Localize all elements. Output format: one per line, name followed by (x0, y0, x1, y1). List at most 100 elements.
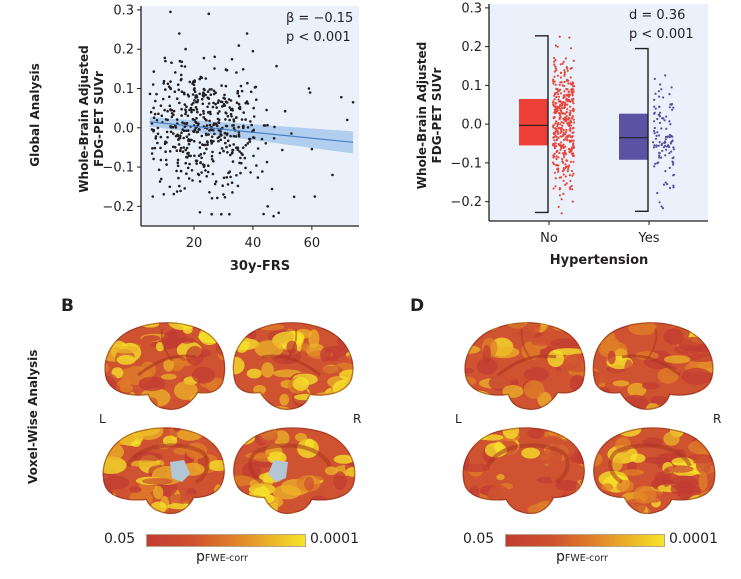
activation-patch (117, 379, 131, 388)
scatter-point (238, 161, 241, 165)
jitter-point (560, 130, 563, 133)
scatter-point (186, 129, 190, 132)
jitter-point (561, 145, 564, 148)
colorbar-title-main-b: p (196, 549, 205, 565)
jitter-point (653, 144, 656, 147)
scatter-point (237, 102, 241, 106)
activation-patch (681, 367, 712, 385)
scatter-point (161, 97, 165, 101)
jitter-point (553, 56, 556, 60)
colorbar-min-label-b: 0.05 (104, 531, 136, 547)
scatter-point (175, 169, 178, 173)
jitter-point (572, 160, 575, 163)
scatter-point (239, 156, 242, 160)
scatter-point (241, 68, 245, 71)
activation-patch (104, 325, 107, 342)
y-axis-title-line: FDG-PET SUVr (430, 67, 444, 163)
activation-patch (472, 322, 499, 327)
scatter-point (226, 114, 230, 118)
brain-shading (593, 427, 716, 515)
jitter-point (554, 177, 557, 180)
activation-patch (576, 451, 585, 464)
jitter-point (659, 83, 662, 86)
scatter-point (163, 108, 166, 112)
jitter-point (566, 135, 569, 139)
scatter-point (220, 84, 223, 87)
jitter-point (563, 71, 567, 74)
jitter-point (665, 127, 668, 130)
scatter-point (218, 151, 222, 155)
brain-lateral-right (592, 322, 714, 410)
scatter-point (207, 133, 210, 136)
jitter-point (570, 139, 573, 142)
jitter-point (652, 146, 656, 149)
jitter-point (658, 121, 662, 124)
scatter-point (198, 210, 202, 214)
scatter-point (217, 99, 220, 102)
jitter-point (664, 74, 667, 77)
scatter-point (202, 109, 205, 113)
activation-patch (232, 322, 257, 324)
activation-patch (641, 382, 660, 390)
activation-patch (295, 432, 307, 442)
scatter-point (251, 49, 255, 53)
activation-patch (332, 379, 354, 399)
activation-patch (338, 429, 356, 439)
scatter-point (248, 137, 252, 141)
scatter-point (178, 101, 181, 105)
jitter-point (562, 138, 566, 141)
jitter-point (653, 112, 656, 115)
activation-patch (527, 428, 545, 439)
jitter-point (554, 122, 557, 125)
activation-patch (502, 427, 520, 439)
activation-patch (233, 441, 242, 454)
jitter-point (564, 101, 567, 104)
jitter-point (558, 112, 561, 115)
activation-patch (663, 328, 684, 345)
jitter-point (562, 173, 565, 176)
activation-patch (607, 350, 616, 365)
scatter-point (213, 67, 216, 70)
scatter-point (186, 114, 190, 118)
scatter-point (270, 187, 274, 191)
jitter-point (672, 156, 675, 159)
scatter-point (168, 150, 172, 153)
scatter-point (164, 158, 168, 162)
scatter-point (275, 64, 278, 68)
jitter-point (557, 205, 560, 208)
jitter-point (665, 148, 668, 151)
activation-patch (614, 396, 624, 410)
jitter-point (566, 69, 569, 72)
scatter-point (193, 87, 196, 90)
jitter-point (668, 93, 671, 96)
scatter-point (151, 147, 154, 150)
scatter-point (174, 71, 177, 74)
scatter-point (281, 148, 284, 152)
jitter-point (666, 183, 669, 186)
scatter-point (204, 77, 208, 80)
activation-patch (102, 475, 129, 490)
scatter-point (226, 139, 230, 142)
activation-patch (706, 385, 714, 394)
activation-patch (191, 366, 215, 384)
scatter-point (169, 108, 172, 111)
activation-patch (346, 507, 356, 515)
scatter-point (252, 115, 256, 118)
jitter-point (670, 150, 673, 153)
activation-patch (102, 507, 114, 515)
activation-patch (684, 512, 705, 515)
activation-patch (312, 365, 343, 375)
scatter-point (184, 47, 187, 51)
jitter-point (657, 134, 661, 137)
activation-patch (240, 427, 262, 436)
scatter-point (166, 109, 169, 113)
scatter-point (188, 80, 192, 84)
jitter-point (553, 94, 556, 97)
scatter-point (228, 118, 231, 122)
box-iqr (519, 98, 548, 146)
jitter-point (671, 108, 674, 111)
scatter-point (203, 88, 206, 92)
jitter-point (560, 127, 563, 130)
activation-patch (254, 340, 284, 358)
jitter-point (553, 171, 556, 174)
